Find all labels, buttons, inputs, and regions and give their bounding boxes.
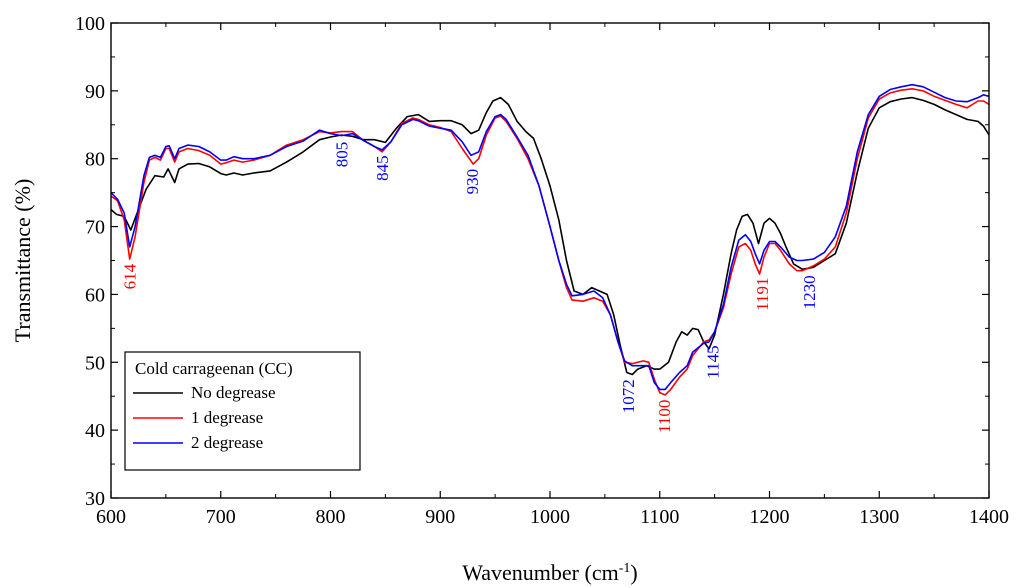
y-tick-label: 40 — [85, 420, 105, 442]
peak-label: 1145 — [703, 345, 722, 378]
peak-label: 805 — [332, 142, 351, 168]
legend-box — [124, 351, 361, 471]
x-tick-label: 600 — [96, 506, 126, 528]
axes: 600 700 800 900 1000 1100 1200 1300 1400 30 40 50 60… — [10, 13, 1009, 585]
x-tick-label: 1200 — [750, 506, 790, 528]
legend-entry-label: 2 degrease — [191, 433, 263, 452]
x-tick-label: 1300 — [859, 506, 899, 528]
peak-label: 845 — [373, 155, 392, 181]
y-tick-label: 30 — [85, 488, 105, 510]
peak-label: 1230 — [800, 275, 819, 309]
y-tick-label: 80 — [85, 149, 105, 171]
series-line-no-degrease — [110, 96, 990, 376]
legend: Cold carrageenan (CC) No degrease 1 degrea… — [124, 351, 361, 471]
peak-annotations: 614 805 845 930 1072 1100 1145 1191 1230 — [121, 142, 819, 433]
legend-entry-label: 1 degrease — [191, 408, 263, 427]
x-tick-label: 1000 — [530, 506, 570, 528]
y-tick-label: 60 — [85, 284, 105, 306]
x-tick-label: 1400 — [969, 506, 1009, 528]
y-tick-label: 100 — [75, 13, 105, 35]
y-tick-label: 50 — [85, 352, 105, 374]
peak-label: 1100 — [655, 400, 674, 433]
y-tick-label: 90 — [85, 81, 105, 103]
peak-label: 1072 — [619, 379, 638, 413]
legend-title: Cold carrageenan (CC) — [135, 359, 293, 378]
peak-label: 1191 — [753, 277, 772, 310]
plot-area — [110, 83, 990, 396]
x-tick-label: 800 — [316, 506, 346, 528]
y-axis-title: Transmittance (%) — [10, 179, 35, 343]
series-line-1-degrease — [110, 88, 990, 396]
y-tick-label: 70 — [85, 217, 105, 239]
peak-label: 930 — [463, 169, 482, 195]
x-tick-label: 900 — [425, 506, 455, 528]
legend-entry-label: No degrease — [191, 383, 276, 402]
x-tick-label: 1100 — [640, 506, 679, 528]
x-tick-label: 700 — [206, 506, 236, 528]
peak-label: 614 — [121, 263, 140, 289]
series-line-2-degrease — [110, 83, 990, 391]
x-axis-title: Wavenumber (cm-1) — [462, 560, 637, 585]
